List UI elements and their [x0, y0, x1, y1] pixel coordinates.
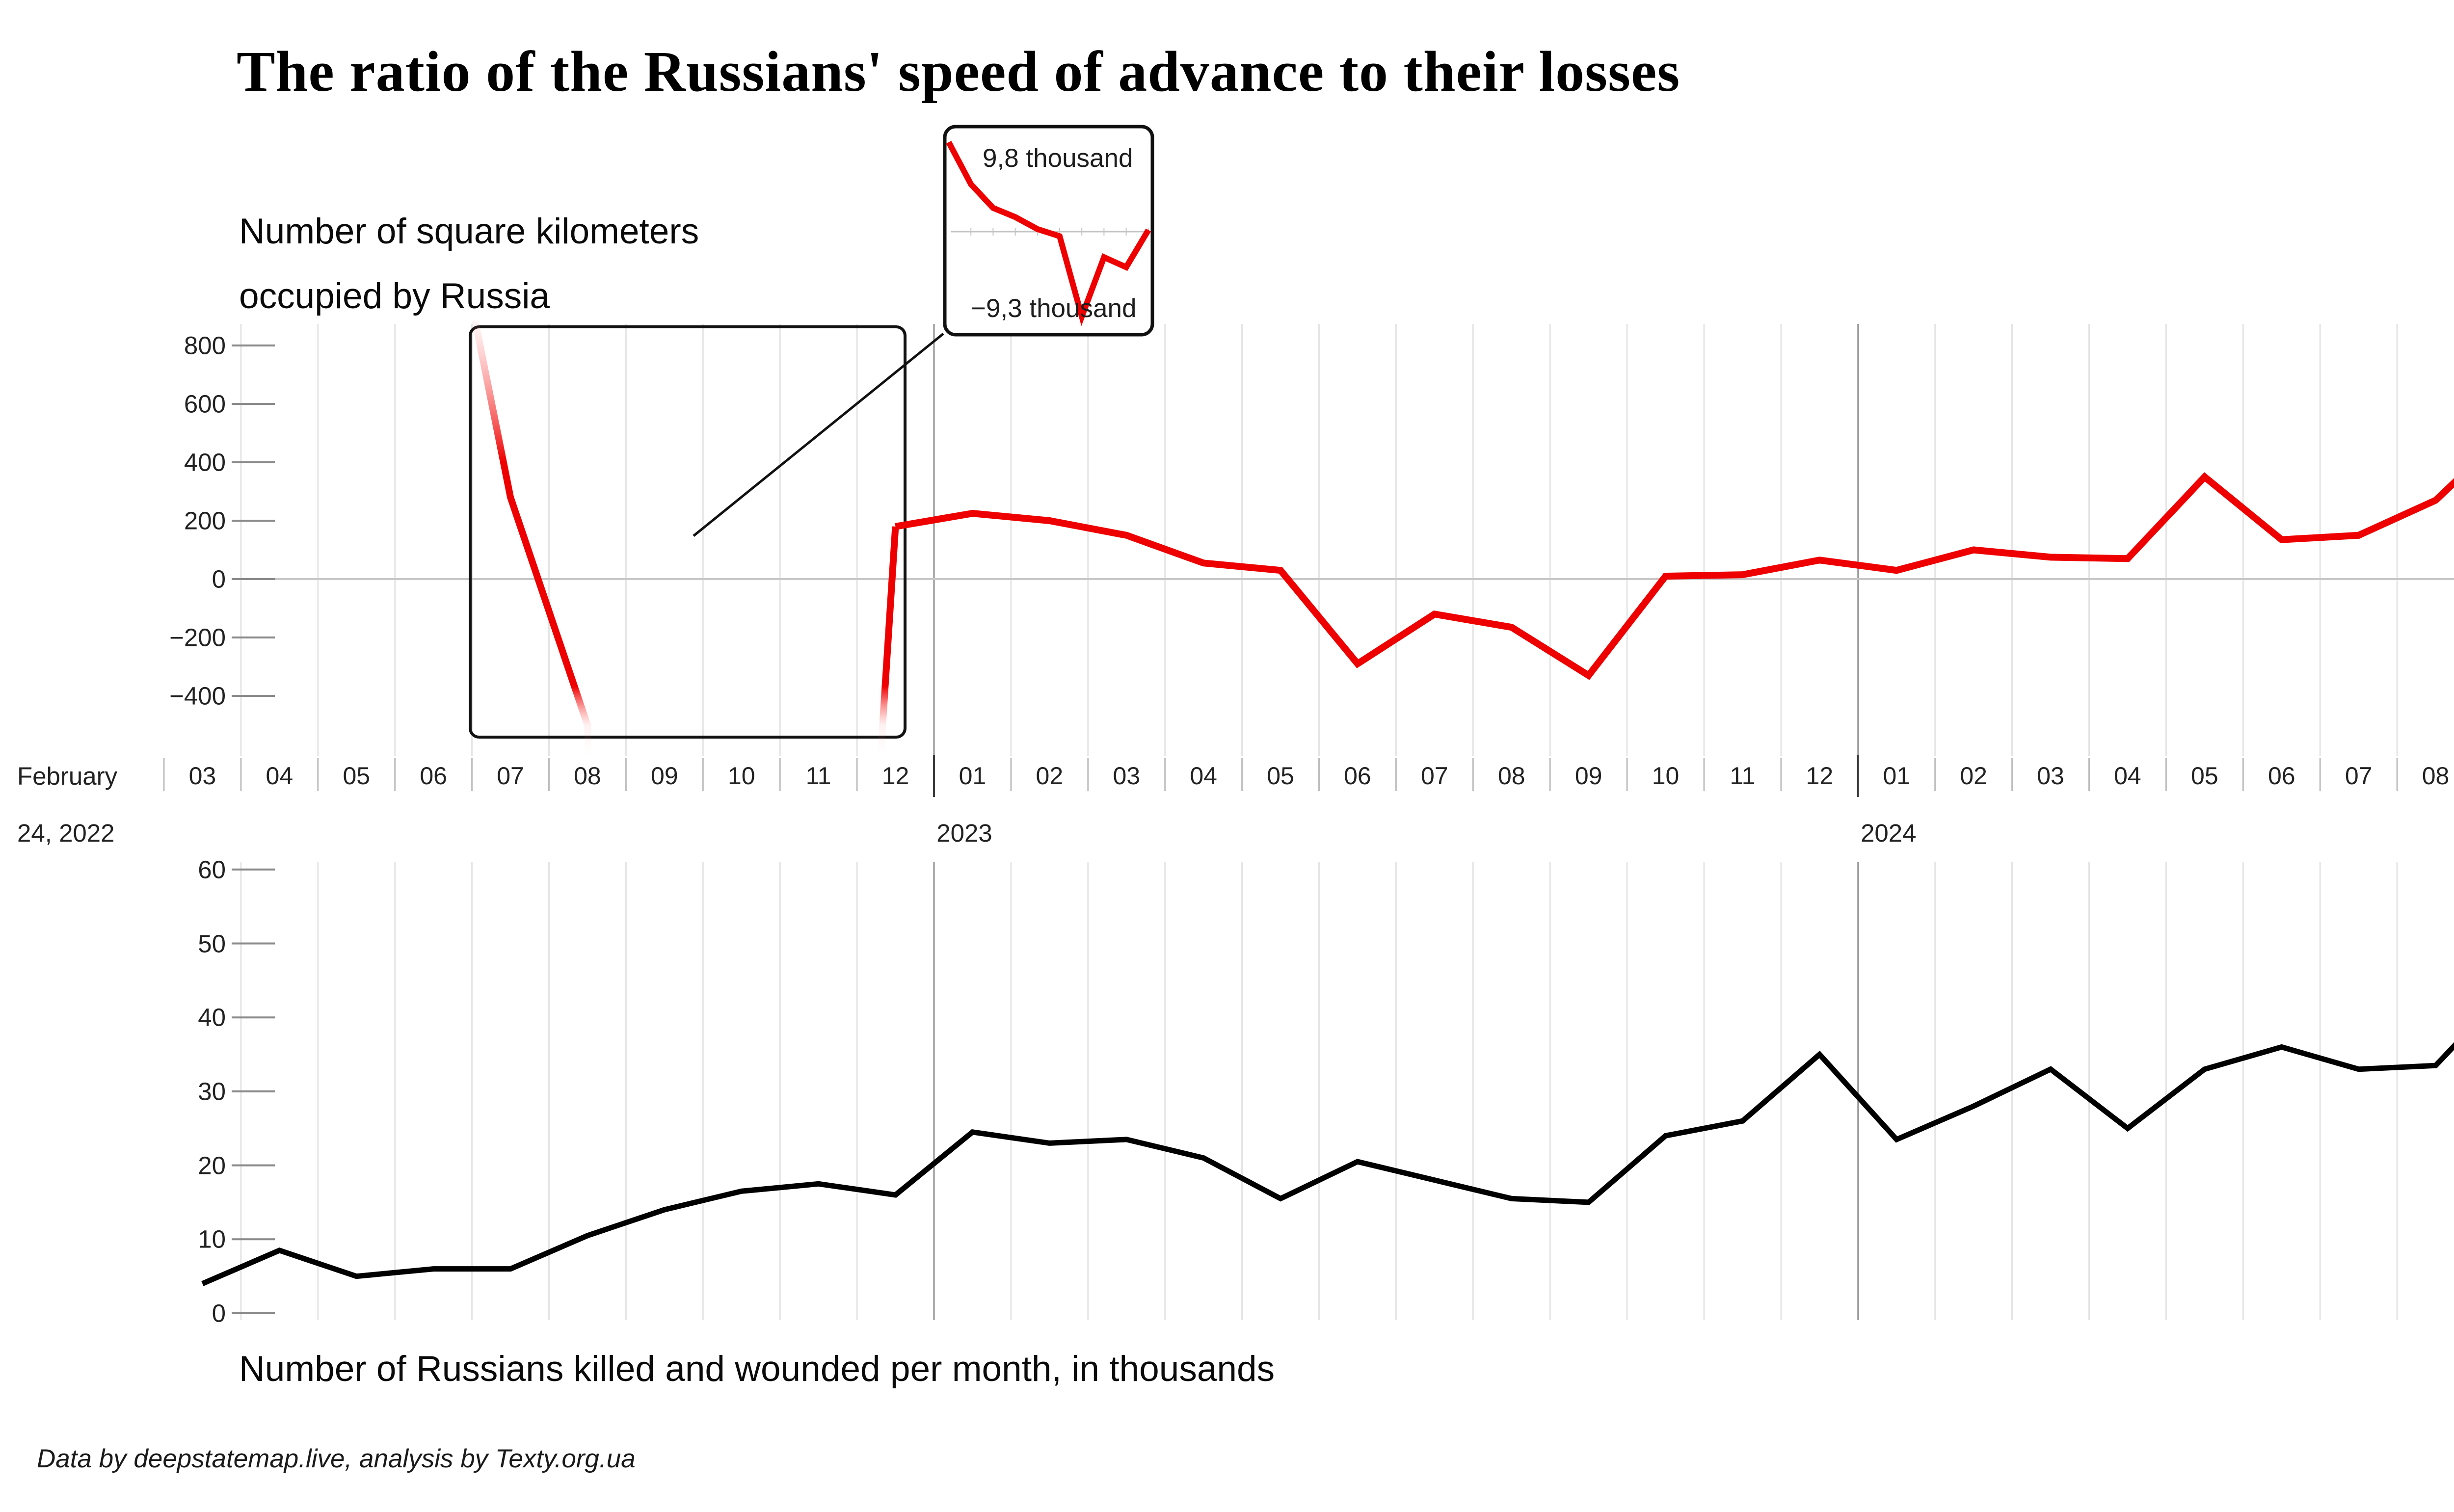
inset-mini-line — [946, 140, 1151, 326]
x-month-label: 07 — [1421, 762, 1448, 790]
x-month-label: 07 — [497, 762, 524, 790]
x-month-label: 12 — [1806, 762, 1834, 790]
bottom-y-tick-label: 20 — [198, 1151, 226, 1180]
page-title: The ratio of the Russians' speed of adva… — [237, 39, 1680, 104]
top-y-tick-label: 0 — [212, 565, 226, 593]
x-month-label: 05 — [2191, 762, 2218, 790]
x-month-label: 06 — [2267, 762, 2295, 790]
x-month-label: 10 — [1652, 762, 1680, 790]
x-month-label: 11 — [1730, 762, 1756, 790]
bottom-y-tick-label: 0 — [212, 1299, 226, 1327]
inset-chart — [943, 125, 1154, 337]
x-axis-start-label-line1: February — [17, 762, 118, 790]
top-y-tick-label: −400 — [169, 682, 226, 710]
x-month-label: 05 — [1267, 762, 1294, 790]
x-month-label: 02 — [1960, 762, 1987, 790]
x-axis-start-label-line2: 24, 2022 — [17, 819, 115, 847]
x-year-label: 2023 — [936, 819, 992, 847]
callout-connector-line — [693, 333, 944, 537]
inset-min-value-label: −9,3 thousand — [971, 294, 1137, 323]
x-month-label: 03 — [1113, 762, 1141, 790]
x-month-label: 01 — [1883, 762, 1911, 790]
inset-max-value-label: 9,8 thousand — [983, 144, 1133, 173]
x-month-label: 09 — [1574, 762, 1602, 790]
bottom-y-tick-label: 60 — [198, 855, 226, 884]
x-month-label: 02 — [1036, 762, 1064, 790]
x-month-label: 03 — [188, 762, 216, 790]
zoom-region-box — [469, 325, 907, 739]
bottom-y-tick-label: 30 — [198, 1077, 226, 1106]
advance-line — [895, 472, 2454, 680]
bottom-y-tick-label: 50 — [198, 929, 226, 957]
losses-line — [201, 1042, 2454, 1286]
x-month-label: 04 — [1190, 762, 1217, 790]
bottom-chart-label: Number of Russians killed and wounded pe… — [239, 1349, 1275, 1389]
x-month-label: 08 — [574, 762, 601, 790]
bottom-y-tick-label: 40 — [198, 1003, 226, 1032]
top-chart-subtitle-line2: occupied by Russia — [239, 276, 550, 316]
top-chart-subtitle-line1: Number of square kilometers — [239, 212, 699, 251]
x-month-label: 08 — [2422, 762, 2450, 790]
x-month-label: 11 — [805, 762, 831, 790]
x-month-label: 06 — [1344, 762, 1371, 790]
x-month-label: 04 — [266, 762, 293, 790]
x-month-label: 01 — [959, 762, 987, 790]
x-month-label: 10 — [727, 762, 755, 790]
advance-line-2022-faded — [472, 321, 899, 759]
top-y-tick-label: 400 — [184, 448, 226, 477]
x-month-label: 08 — [1497, 762, 1525, 790]
top-y-tick-label: 800 — [184, 331, 226, 360]
x-month-label: 12 — [881, 762, 909, 790]
top-y-tick-label: 600 — [184, 390, 226, 418]
top-y-tick-label: 200 — [184, 506, 226, 535]
bottom-y-tick-label: 10 — [198, 1225, 226, 1253]
top-y-tick-label: −200 — [169, 623, 226, 652]
x-month-label: 04 — [2114, 762, 2141, 790]
x-month-label: 05 — [343, 762, 371, 790]
data-credit: Data by deepstatemap.live, analysis by T… — [37, 1444, 636, 1473]
x-month-label: 09 — [651, 762, 678, 790]
x-month-label: 06 — [420, 762, 447, 790]
x-month-label: 07 — [2345, 762, 2373, 790]
x-year-label: 2024 — [1861, 819, 1917, 847]
x-month-label: 03 — [2037, 762, 2064, 790]
